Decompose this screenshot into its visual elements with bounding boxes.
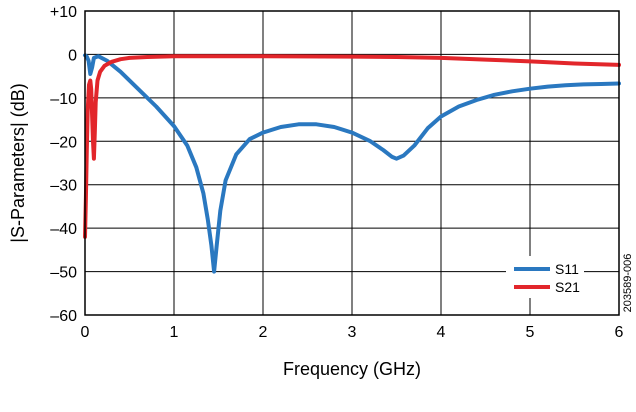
y-axis-title: |S-Parameters| (dB) xyxy=(8,83,28,242)
plot-frame xyxy=(84,10,620,316)
y-tick-label: –60 xyxy=(50,308,77,325)
series-line-s21 xyxy=(83,54,621,239)
x-tick-label: 0 xyxy=(81,324,90,341)
y-tick-label: –20 xyxy=(50,134,77,151)
x-tick-label: 3 xyxy=(348,324,357,341)
y-tick-label: +10 xyxy=(50,4,77,21)
legend-label-s21: S21 xyxy=(555,279,580,295)
series-line-s11 xyxy=(83,53,621,274)
x-tick-label: 1 xyxy=(170,324,179,341)
legend-background xyxy=(506,256,584,298)
y-tick-labels: +10 0 –10 –20 –30 –40 –50 –60 xyxy=(50,4,77,325)
legend-label-s11: S11 xyxy=(555,261,579,277)
figure-id-label: 203589-006 xyxy=(622,254,634,313)
x-tick-label: 2 xyxy=(259,324,268,341)
legend: S11 S21 xyxy=(506,256,584,298)
x-tick-label: 4 xyxy=(437,324,446,341)
x-axis-title: Frequency (GHz) xyxy=(283,359,421,379)
x-tick-labels: 0 1 2 3 4 5 6 xyxy=(81,324,624,341)
y-tick-label: –40 xyxy=(50,221,77,238)
x-tick-label: 5 xyxy=(526,324,535,341)
y-tick-label: –50 xyxy=(50,265,77,282)
y-tick-label: –10 xyxy=(50,91,77,108)
y-tick-label: –30 xyxy=(50,178,77,195)
series-layer xyxy=(83,53,621,274)
y-tick-label: 0 xyxy=(68,47,77,64)
x-tick-label: 6 xyxy=(615,324,624,341)
